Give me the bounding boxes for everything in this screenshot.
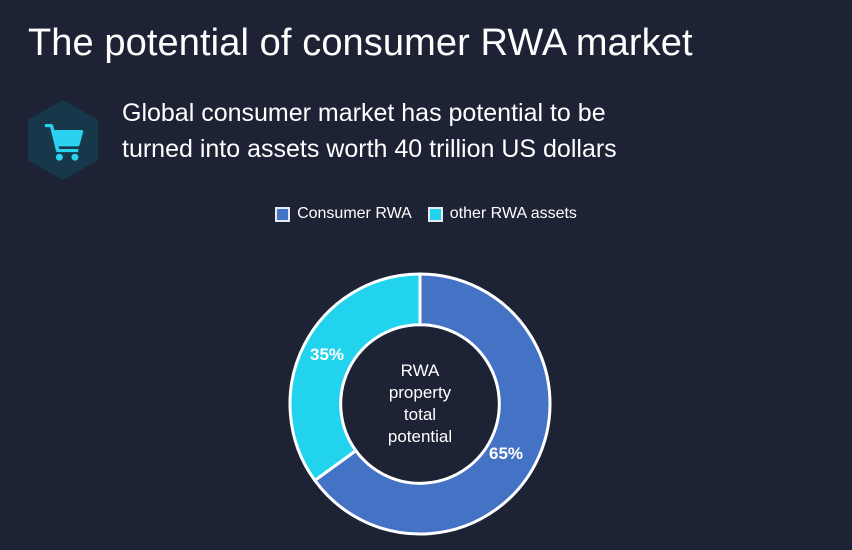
legend-item-consumer-rwa[interactable]: Consumer RWA (275, 205, 412, 223)
legend-swatch-other-rwa-assets (427, 206, 443, 222)
donut-value-other-rwa-assets: 35% (310, 345, 345, 364)
subtitle-row: Global consumer market has potential to … (26, 96, 617, 181)
shopping-cart-icon (26, 99, 100, 181)
donut-slice-other-rwa-assets[interactable] (288, 272, 422, 483)
page-title: The potential of consumer RWA market (28, 22, 693, 64)
subtitle-line-2: turned into assets worth 40 trillion US … (122, 134, 617, 163)
donut-value-consumer-rwa: 65% (489, 444, 524, 463)
donut-slice-consumer-rwa[interactable] (312, 272, 552, 536)
donut-chart: 35% 65% RWA property total potential (288, 272, 552, 536)
chart-legend: Consumer RWA other RWA assets (0, 205, 852, 223)
legend-label-consumer-rwa: Consumer RWA (297, 205, 412, 222)
legend-label-other-rwa-assets: other RWA assets (449, 205, 577, 222)
legend-item-other-rwa-assets[interactable]: other RWA assets (427, 205, 577, 223)
subtitle: Global consumer market has potential to … (122, 96, 617, 167)
subtitle-line-1: Global consumer market has potential to … (122, 99, 606, 127)
legend-swatch-consumer-rwa (275, 206, 291, 222)
